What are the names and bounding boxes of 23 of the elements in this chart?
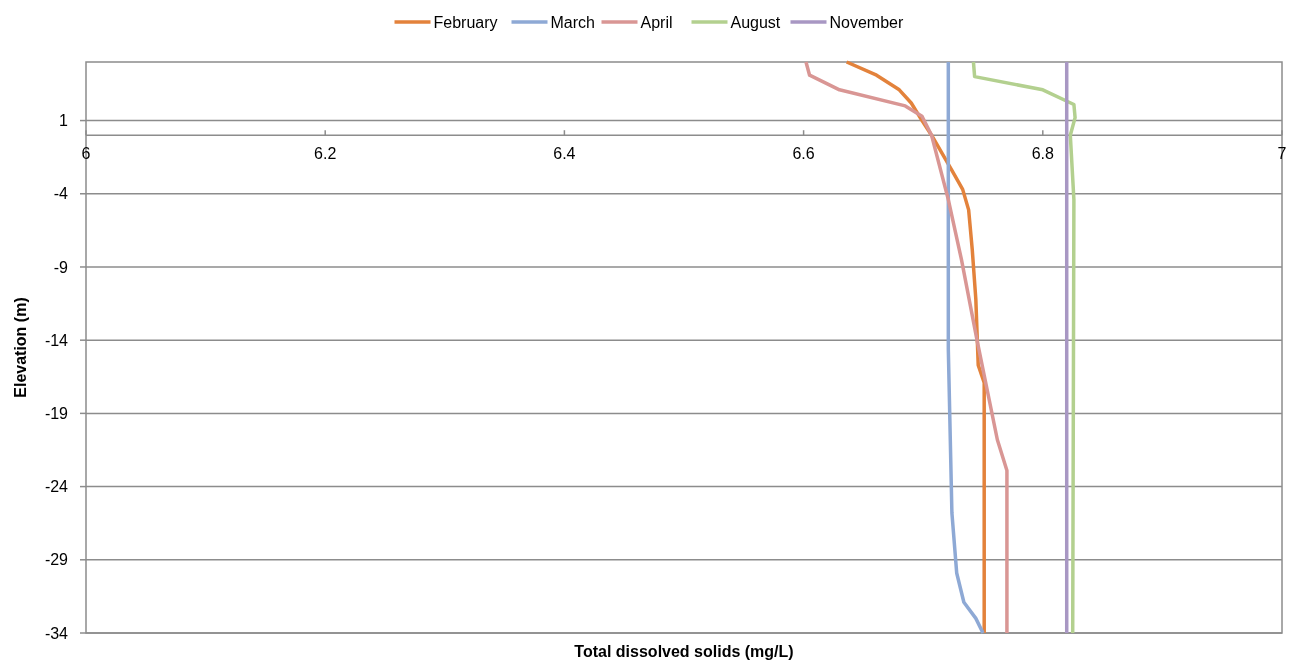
legend-label: February <box>433 13 498 31</box>
y-tick-label: -24 <box>44 478 69 496</box>
line-series <box>946 60 985 635</box>
x-tick-label: 6.6 <box>792 145 815 163</box>
y-tick-label: 1 <box>59 112 69 130</box>
line-series <box>971 60 1077 635</box>
y-tick-label: -34 <box>44 624 69 642</box>
y-tick-label: -4 <box>53 185 69 203</box>
x-axis-title: Total dissolved solids (mg/L) <box>574 643 794 660</box>
x-tick-label: 6 <box>81 145 91 163</box>
y-tick-label: -14 <box>44 331 69 349</box>
y-tick-label: -9 <box>53 258 69 276</box>
x-tick-label: 7 <box>1277 145 1287 163</box>
legend-label: April <box>640 13 673 31</box>
legend-label: March <box>550 13 595 31</box>
legend-label: August <box>730 13 781 31</box>
x-tick-label: 6.4 <box>553 145 576 163</box>
x-tick-label: 6.2 <box>314 145 337 163</box>
y-axis-title: Elevation (m) <box>12 297 29 398</box>
y-tick-label: -29 <box>44 551 69 569</box>
legend-label: November <box>829 13 904 31</box>
x-tick-label: 6.8 <box>1031 145 1055 163</box>
y-tick-label: -19 <box>44 404 69 422</box>
